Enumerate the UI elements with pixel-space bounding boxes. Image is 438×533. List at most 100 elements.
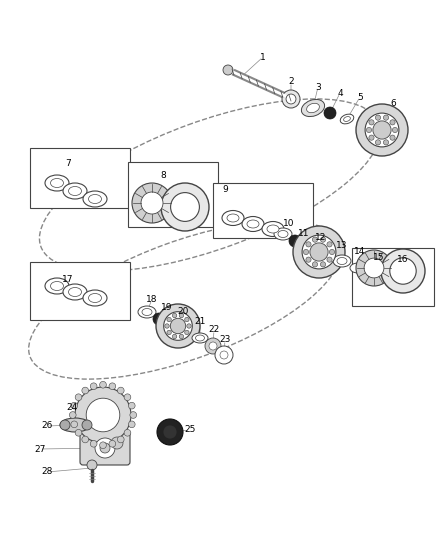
Ellipse shape bbox=[68, 287, 81, 296]
Text: 15: 15 bbox=[373, 254, 385, 262]
Circle shape bbox=[75, 394, 82, 401]
Text: 6: 6 bbox=[390, 99, 396, 108]
Circle shape bbox=[324, 107, 336, 119]
Circle shape bbox=[163, 425, 177, 439]
Ellipse shape bbox=[344, 117, 350, 122]
Ellipse shape bbox=[60, 420, 70, 430]
Ellipse shape bbox=[227, 214, 239, 222]
Circle shape bbox=[185, 330, 189, 335]
Circle shape bbox=[71, 421, 78, 427]
Circle shape bbox=[117, 436, 124, 443]
Text: 20: 20 bbox=[177, 308, 189, 317]
Circle shape bbox=[117, 387, 124, 394]
Bar bbox=[30, 148, 130, 208]
Ellipse shape bbox=[45, 175, 69, 191]
Text: 17: 17 bbox=[62, 276, 74, 285]
Ellipse shape bbox=[63, 284, 87, 300]
Text: 3: 3 bbox=[315, 83, 321, 92]
Circle shape bbox=[153, 313, 165, 325]
Ellipse shape bbox=[88, 294, 102, 303]
Text: 8: 8 bbox=[160, 171, 166, 180]
Circle shape bbox=[157, 419, 183, 445]
Circle shape bbox=[87, 460, 97, 470]
Circle shape bbox=[95, 438, 115, 458]
Circle shape bbox=[173, 313, 177, 318]
Text: 16: 16 bbox=[397, 255, 409, 264]
Circle shape bbox=[306, 242, 311, 247]
Circle shape bbox=[375, 115, 381, 120]
Text: 23: 23 bbox=[219, 335, 231, 344]
Ellipse shape bbox=[274, 228, 292, 240]
Circle shape bbox=[365, 113, 399, 147]
Text: 19: 19 bbox=[161, 303, 173, 312]
Circle shape bbox=[167, 330, 171, 335]
Circle shape bbox=[130, 411, 137, 418]
Ellipse shape bbox=[222, 211, 244, 225]
Text: 18: 18 bbox=[146, 295, 158, 303]
Circle shape bbox=[161, 183, 209, 231]
Ellipse shape bbox=[242, 216, 264, 231]
Circle shape bbox=[132, 183, 172, 223]
Ellipse shape bbox=[337, 257, 347, 264]
Circle shape bbox=[223, 65, 233, 75]
Text: 28: 28 bbox=[41, 467, 53, 477]
Circle shape bbox=[329, 249, 335, 255]
Circle shape bbox=[109, 440, 116, 447]
Text: 24: 24 bbox=[67, 402, 78, 411]
Circle shape bbox=[327, 257, 332, 262]
Circle shape bbox=[375, 140, 381, 145]
Circle shape bbox=[124, 430, 131, 436]
Circle shape bbox=[71, 402, 78, 409]
Circle shape bbox=[173, 334, 177, 338]
Text: 2: 2 bbox=[288, 77, 294, 86]
Circle shape bbox=[100, 443, 110, 453]
Circle shape bbox=[69, 411, 76, 418]
Circle shape bbox=[306, 257, 311, 262]
Circle shape bbox=[369, 120, 374, 125]
Ellipse shape bbox=[195, 335, 205, 341]
Circle shape bbox=[390, 258, 416, 284]
Circle shape bbox=[99, 442, 106, 449]
Circle shape bbox=[75, 387, 131, 443]
Text: 27: 27 bbox=[34, 445, 46, 454]
Circle shape bbox=[170, 192, 199, 221]
Text: 14: 14 bbox=[354, 247, 366, 256]
Ellipse shape bbox=[68, 187, 81, 196]
Text: 12: 12 bbox=[315, 232, 327, 241]
Circle shape bbox=[312, 262, 318, 267]
Bar bbox=[128, 162, 218, 227]
Text: 11: 11 bbox=[298, 230, 310, 238]
Circle shape bbox=[293, 226, 345, 278]
Text: 10: 10 bbox=[283, 219, 295, 228]
Circle shape bbox=[282, 90, 300, 108]
Circle shape bbox=[82, 387, 88, 394]
Circle shape bbox=[109, 383, 116, 390]
Ellipse shape bbox=[340, 114, 354, 124]
Ellipse shape bbox=[63, 183, 87, 199]
Circle shape bbox=[165, 324, 169, 328]
Circle shape bbox=[205, 338, 221, 354]
Ellipse shape bbox=[278, 230, 288, 238]
Bar bbox=[213, 183, 313, 238]
Circle shape bbox=[383, 115, 389, 120]
Circle shape bbox=[164, 312, 192, 340]
Circle shape bbox=[128, 402, 135, 409]
Ellipse shape bbox=[45, 278, 69, 294]
Ellipse shape bbox=[192, 333, 208, 343]
Text: 21: 21 bbox=[194, 318, 206, 327]
Circle shape bbox=[286, 94, 296, 104]
Ellipse shape bbox=[333, 255, 351, 267]
Text: 1: 1 bbox=[260, 52, 266, 61]
Circle shape bbox=[383, 140, 389, 145]
Ellipse shape bbox=[138, 306, 156, 318]
Text: 26: 26 bbox=[41, 422, 53, 431]
Circle shape bbox=[179, 313, 184, 318]
Ellipse shape bbox=[307, 103, 319, 112]
Circle shape bbox=[82, 436, 88, 443]
Text: 4: 4 bbox=[337, 88, 343, 98]
Circle shape bbox=[141, 192, 163, 214]
Ellipse shape bbox=[350, 263, 366, 273]
Circle shape bbox=[167, 317, 171, 322]
Circle shape bbox=[215, 346, 233, 364]
Circle shape bbox=[364, 258, 384, 278]
